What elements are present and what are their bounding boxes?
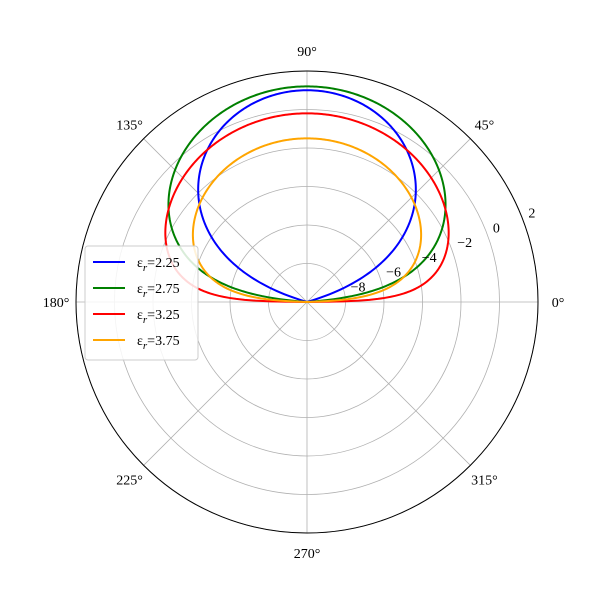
r-tick-label-2: −4 [422, 251, 437, 266]
legend-label-1: εr=2.75 [137, 282, 180, 300]
legend-label-value: =2.25 [147, 256, 179, 271]
legend-label-subscript: r [143, 314, 148, 326]
series-line-3 [191, 137, 423, 303]
theta-tick-label-4: 180° [43, 296, 70, 311]
legend-label-base: ε [137, 334, 143, 349]
legend-label-subscript: r [143, 340, 148, 352]
series-line-1 [167, 85, 447, 303]
theta-tick-label-0: 0° [552, 296, 565, 311]
legend-label-value: =3.25 [147, 308, 179, 323]
polar-frame [75, 70, 539, 534]
theta-tick-label-5: 225° [116, 473, 143, 488]
theta-grid-line-1 [306, 138, 471, 303]
theta-grid-line-3 [143, 138, 308, 303]
r-tick-label-0: −8 [351, 280, 366, 295]
legend-label-0: εr=2.25 [137, 256, 180, 274]
tick-label-layer: 0° 45° 90° 135° 180° 225° 270° 315° −8 −6 −4 −2 0 2 [43, 45, 565, 562]
r-tick-label-5: 2 [528, 207, 535, 222]
legend-label-base: ε [137, 282, 143, 297]
r-tick-label-4: 0 [493, 221, 500, 236]
theta-grid-line-7 [306, 301, 471, 466]
theta-tick-label-2: 90° [297, 45, 317, 60]
series-line-2 [164, 112, 450, 303]
legend-label-subscript: r [143, 262, 148, 274]
theta-tick-label-7: 315° [471, 473, 498, 488]
legend-label-3: εr=3.75 [137, 334, 180, 352]
theta-grid-line-5 [143, 301, 308, 466]
legend-label-value: =2.75 [147, 282, 179, 297]
r-tick-label-1: −6 [386, 266, 401, 281]
legend-label-base: ε [137, 308, 143, 323]
series-layer [164, 85, 450, 303]
legend-box [84, 245, 199, 361]
r-tick-label-3: −2 [457, 236, 472, 251]
theta-tick-label-1: 45° [475, 119, 495, 134]
theta-tick-label-6: 270° [294, 547, 321, 562]
legend-label-subscript: r [143, 288, 148, 300]
legend-label-value: =3.75 [147, 334, 179, 349]
theta-tick-label-3: 135° [116, 119, 143, 134]
legend-label-2: εr=3.25 [137, 308, 180, 326]
series-line-0 [197, 89, 417, 303]
legend-label-base: ε [137, 256, 143, 271]
